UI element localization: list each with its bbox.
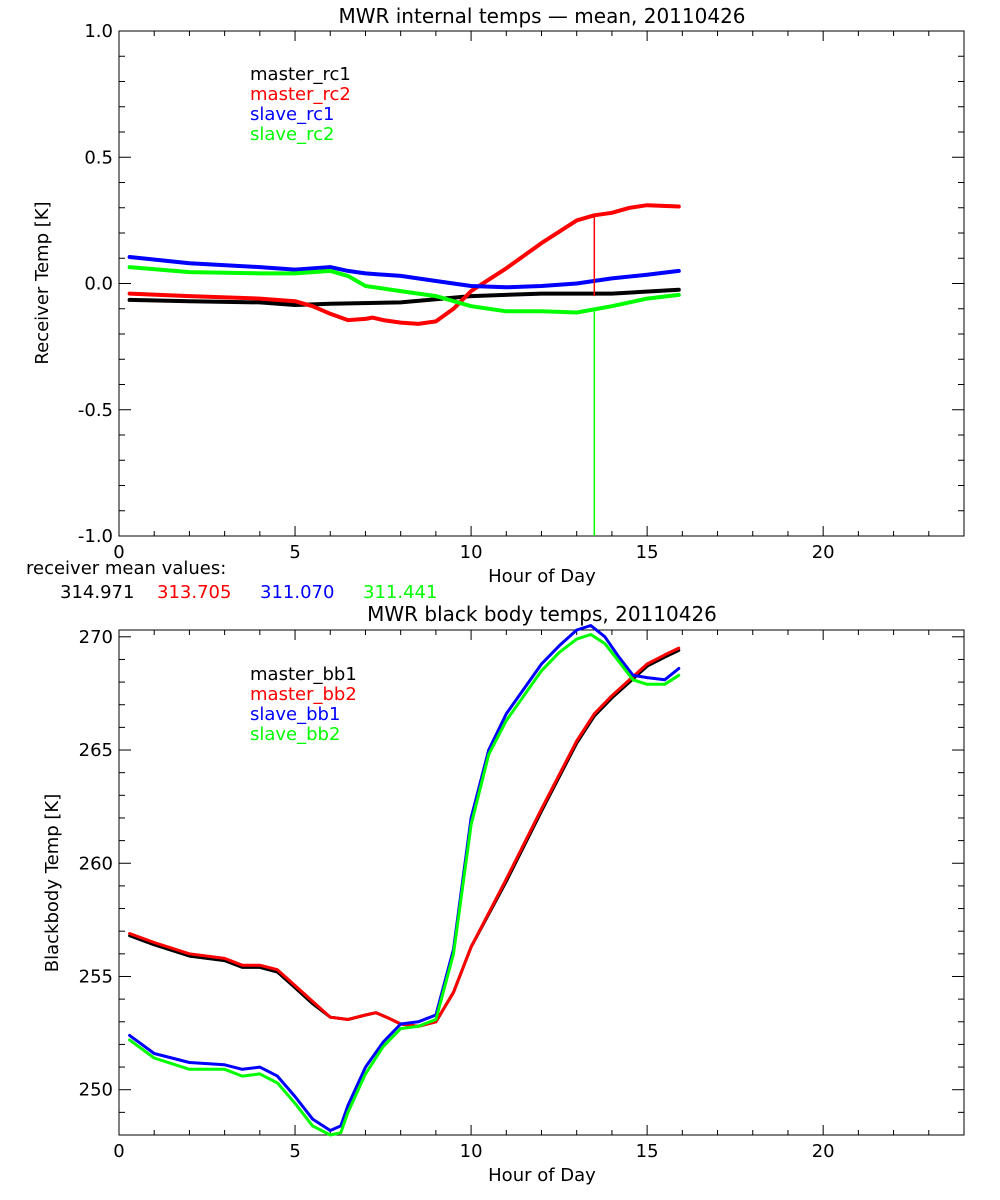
- y-tick-label: 255: [79, 966, 113, 987]
- legend-entry-master-bb2: master_bb2: [250, 684, 357, 705]
- legend-entry-master-rc1: master_rc1: [250, 64, 351, 85]
- series-line-master-rc1: [127, 287, 681, 307]
- y-tick-label: 0.0: [84, 274, 113, 295]
- series-line-slave-rc2: [127, 265, 681, 315]
- y-tick-label: -0.5: [78, 400, 113, 421]
- y-tick-label: 260: [79, 853, 113, 874]
- mean-value-master-rc1: 314.971: [60, 582, 134, 603]
- x-tick-label: 15: [636, 1141, 659, 1162]
- series-line-master-bb2: [128, 646, 681, 1028]
- axis-ticks: [118, 30, 965, 537]
- x-tick-label: 20: [812, 1141, 835, 1162]
- y-tick-labels: 250 255 260 265 270: [79, 627, 113, 1101]
- y-tick-label: -1.0: [78, 526, 113, 547]
- mean-value-master-rc2: 313.705: [157, 582, 231, 603]
- x-tick-labels: 0 5 10 15 20: [113, 1141, 834, 1162]
- x-tick-label: 5: [289, 1141, 300, 1162]
- x-tick-labels: 0 5 10 15 20: [113, 542, 834, 563]
- x-axis-label: Hour of Day: [488, 1165, 596, 1186]
- chart-title: MWR internal temps — mean, 20110426: [338, 4, 745, 28]
- legend-entry-master-bb1: master_bb1: [250, 664, 357, 685]
- axis-ticks: [118, 630, 965, 1136]
- mean-value-slave-rc2: 311.441: [363, 582, 437, 603]
- x-tick-label: 0: [113, 542, 124, 563]
- y-axis-label: Blackbody Temp [K]: [42, 794, 63, 972]
- x-tick-label: 10: [460, 542, 483, 563]
- x-tick-label: 15: [636, 542, 659, 563]
- x-axis-label: Hour of Day: [488, 566, 596, 587]
- y-tick-label: 250: [79, 1080, 113, 1101]
- mean-value-slave-rc1: 311.070: [260, 582, 334, 603]
- plot-frame: [118, 629, 965, 1136]
- chart-title: MWR black body temps, 20110426: [367, 602, 717, 626]
- series-line-master-rc2: [127, 203, 681, 326]
- x-tick-label: 20: [812, 542, 835, 563]
- series-layer: [128, 624, 681, 1137]
- series-line-slave-bb2: [128, 633, 681, 1137]
- y-axis-label: Receiver Temp [K]: [32, 201, 53, 364]
- plot-frame: [118, 30, 965, 537]
- y-tick-label: 1.0: [84, 21, 113, 42]
- legend-entry-slave-bb1: slave_bb1: [250, 704, 340, 725]
- x-tick-label: 10: [460, 1141, 483, 1162]
- series-line-master-bb1: [128, 648, 681, 1028]
- legend-entry-slave-rc1: slave_rc1: [250, 104, 335, 125]
- series-layer: [127, 203, 681, 326]
- receiver-temp-panel: MWR internal temps — mean, 20110426 0 5 10…: [32, 4, 965, 587]
- x-tick-label: 0: [113, 1141, 124, 1162]
- y-tick-label: 270: [79, 627, 113, 648]
- blackbody-temp-panel: MWR black body temps, 20110426 0 5 10 15 20 …: [42, 602, 965, 1186]
- y-tick-labels: -1.0 -0.5 0.0 0.5 1.0: [78, 21, 113, 547]
- legend-entry-slave-rc2: slave_rc2: [250, 124, 335, 145]
- receiver-mean-values: receiver mean values: 314.971 313.705 31…: [26, 558, 437, 603]
- mean-values-label: receiver mean values:: [26, 558, 226, 579]
- legend-entry-slave-bb2: slave_bb2: [250, 724, 340, 745]
- legend-entry-master-rc2: master_rc2: [250, 84, 351, 105]
- y-tick-label: 265: [79, 740, 113, 761]
- x-tick-label: 5: [289, 542, 300, 563]
- series-line-slave-bb1: [128, 624, 681, 1132]
- y-tick-label: 0.5: [84, 147, 113, 168]
